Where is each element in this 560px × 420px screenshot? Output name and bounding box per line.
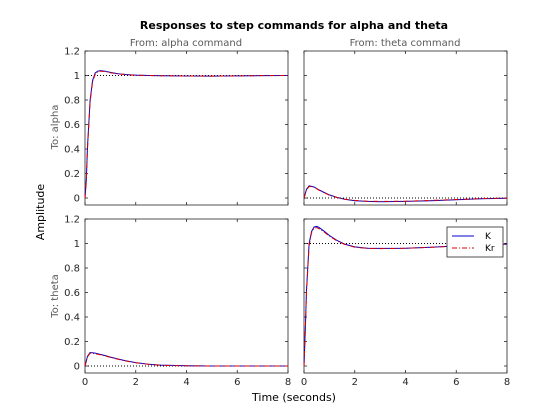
- series-kr-line: [303, 227, 508, 367]
- chart-title: Responses to step commands for alpha and…: [140, 19, 448, 32]
- x-tick-label: 0: [301, 377, 307, 388]
- panels-group: 00.20.40.60.811.200.20.40.60.811.20 2 4 6 8 0…: [64, 47, 510, 389]
- panel-r1-c0: 0 0.2 0.4 0.6 0.8 1 1.2 0 2 4 6 8: [64, 215, 291, 389]
- x-tick-label: 6: [453, 377, 459, 388]
- y-tick-label: 1: [74, 239, 80, 250]
- series-kr-line: [303, 185, 508, 202]
- y-tick-label: 0.2: [64, 169, 80, 180]
- y-tick-label: 1: [74, 71, 80, 82]
- y-tick-label: 0.4: [64, 145, 80, 156]
- y-tick-label: 0: [74, 194, 80, 205]
- x-tick-label: 8: [285, 377, 291, 388]
- x-tick-label: 8: [504, 377, 510, 388]
- y-tick-label: 1.2: [64, 215, 80, 226]
- panel-r0-c0: 0 0.2 0.4 0.6 0.8 1 1.2: [64, 47, 289, 206]
- y-tick-label: 0: [74, 362, 80, 373]
- x-tick-label: 6: [234, 377, 240, 388]
- y-tick-label: 0.8: [64, 96, 80, 107]
- column-title-theta-command: From: theta command: [350, 38, 461, 49]
- x-tick-label: 4: [402, 377, 408, 388]
- y-tick-label: 0.6: [64, 288, 80, 299]
- x-tick-label: 4: [183, 377, 189, 388]
- y-tick-label: 0.4: [64, 313, 80, 324]
- legend-label-kr: Kr: [485, 244, 495, 254]
- x-tick-label: 2: [133, 377, 139, 388]
- x-axis-label: Time (seconds): [251, 391, 336, 404]
- panel-frame: [84, 218, 289, 374]
- panel-frame: [303, 50, 508, 206]
- y-tick-label: 0.8: [64, 264, 80, 275]
- row-title-to-alpha: To: alpha: [50, 105, 61, 151]
- panel-frame: [84, 50, 289, 206]
- column-title-alpha-command: From: alpha command: [130, 38, 242, 49]
- row-title-to-theta: To: theta: [50, 274, 61, 319]
- x-tick-label: 2: [352, 377, 358, 388]
- y-tick-label: 0.6: [64, 120, 80, 131]
- x-tick-label: 0: [82, 377, 88, 388]
- legend-label-k: K: [485, 232, 492, 242]
- legend-box: [446, 226, 504, 258]
- series-kr-line: [84, 352, 288, 367]
- legend: K Kr: [446, 226, 504, 258]
- y-tick-label: 1.2: [64, 47, 80, 58]
- panel-r0-c1: [303, 50, 508, 206]
- y-axis-label: Amplitude: [34, 184, 47, 241]
- y-tick-label: 0.2: [64, 337, 80, 348]
- series-kr-line: [84, 70, 289, 199]
